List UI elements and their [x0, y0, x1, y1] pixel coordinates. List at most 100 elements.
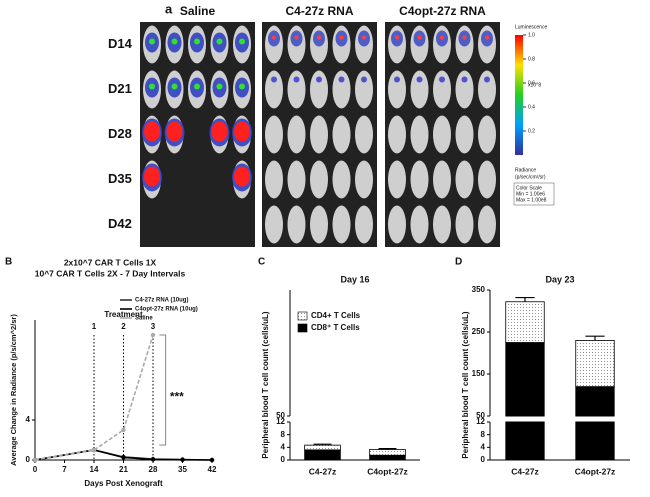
- signal: [149, 83, 155, 90]
- signal: [144, 121, 160, 142]
- signal: [362, 35, 366, 40]
- mouse: [388, 70, 406, 109]
- point: [150, 457, 156, 462]
- y-axis-label: Average Change in Radiance (p/s/cm^2/sr): [9, 314, 18, 466]
- legend-swatch: [297, 311, 308, 321]
- legend-swatch: [297, 323, 308, 333]
- row-label: D28: [108, 126, 132, 141]
- signal: [216, 83, 223, 90]
- error-bar: [585, 335, 605, 341]
- signal: [194, 38, 200, 45]
- mouse: [265, 205, 283, 244]
- point: [121, 427, 126, 433]
- mouse: [265, 115, 283, 154]
- row-label: D21: [108, 81, 132, 96]
- y-tick-label: 4: [26, 415, 31, 424]
- mouse: [433, 115, 451, 154]
- mouse: [287, 160, 306, 199]
- scale-min: Min = 1.00e6: [516, 191, 545, 197]
- panel-label: a: [165, 1, 173, 16]
- y-tick-label: 4: [281, 442, 286, 451]
- mouse: [287, 115, 306, 154]
- mouse: [355, 115, 373, 154]
- panel-label: D: [455, 257, 462, 268]
- mouse: [455, 160, 474, 199]
- x-tick-label: 0: [33, 465, 38, 474]
- mouse: [355, 160, 373, 199]
- x-tick-label: 14: [90, 465, 99, 474]
- x-tick-label: C4-27z: [511, 466, 538, 476]
- mouse: [265, 160, 283, 199]
- mouse: [478, 160, 496, 199]
- legend-label: Saline: [135, 316, 153, 322]
- point: [150, 332, 156, 338]
- bar-segment: [505, 301, 545, 343]
- signal: [239, 83, 245, 90]
- significance-bracket: [159, 334, 167, 446]
- signal: [234, 121, 250, 142]
- signal: [462, 35, 467, 40]
- mouse: [388, 160, 406, 199]
- mouse: [478, 115, 496, 154]
- x-tick-label: 28: [149, 465, 158, 474]
- colorbar-exponent: x10^8: [528, 82, 541, 88]
- chart-title: Day 16: [340, 274, 369, 284]
- colorbar: [515, 35, 523, 155]
- signal: [439, 76, 445, 83]
- mouse: [355, 70, 373, 109]
- row-label: D14: [108, 36, 133, 51]
- signal: [461, 76, 468, 83]
- mouse: [433, 160, 451, 199]
- chart-title: Day 23: [545, 274, 574, 284]
- mouse: [410, 160, 429, 199]
- group-label: Saline: [180, 4, 216, 18]
- mouse: [310, 205, 328, 244]
- y-tick-label: 12: [276, 417, 285, 426]
- axis-break: [289, 416, 421, 422]
- bar-segment: [505, 342, 545, 461]
- error-bar: [313, 443, 332, 446]
- x-tick-label: 7: [62, 465, 67, 474]
- mouse: [332, 70, 351, 109]
- signal: [440, 35, 444, 40]
- row-label: D35: [108, 171, 132, 186]
- mouse: [287, 205, 306, 244]
- signal: [144, 166, 160, 187]
- mouse: [287, 70, 306, 109]
- mouse: [455, 205, 474, 244]
- legend-label: CD8⁺ T Cells: [311, 323, 360, 332]
- signal: [239, 38, 245, 45]
- scale-box: [513, 182, 555, 206]
- y-axis-label: Peripheral blood T cell count (cells/uL): [461, 311, 470, 458]
- mouse: [478, 70, 496, 109]
- signal: [339, 35, 344, 40]
- mouse: [332, 115, 351, 154]
- mouse: [388, 115, 406, 154]
- unit: (p/sec/cm²/sr): [515, 174, 546, 180]
- mouse: [433, 70, 451, 109]
- signal: [272, 35, 276, 40]
- mouse: [410, 70, 429, 109]
- signal: [416, 76, 423, 83]
- mouse: [355, 205, 373, 244]
- colorbar-tick-label: 0.6: [528, 80, 535, 86]
- point: [209, 457, 215, 463]
- signal: [294, 35, 299, 40]
- y-tick-label: 350: [472, 285, 486, 294]
- bar-segment: [304, 449, 341, 461]
- legend-label: C4opt-27z RNA (10ug): [135, 307, 198, 313]
- chart-title: 10^7 CAR T Cells 2X - 7 Day Intervals: [35, 268, 186, 278]
- point: [121, 455, 126, 460]
- mouse: [455, 115, 474, 154]
- y-axis-label: Peripheral blood T cell count (cells/uL): [261, 311, 270, 458]
- bar-segment: [369, 454, 406, 461]
- colorbar-tick-label: 0.4: [528, 104, 535, 110]
- signal: [394, 76, 400, 83]
- x-tick-label: C4-27z: [309, 466, 336, 476]
- y-tick-label: 50: [276, 411, 285, 420]
- x-tick-label: 35: [178, 465, 187, 474]
- signal: [171, 38, 178, 45]
- mouse: [410, 205, 429, 244]
- panel-label: C: [258, 257, 265, 268]
